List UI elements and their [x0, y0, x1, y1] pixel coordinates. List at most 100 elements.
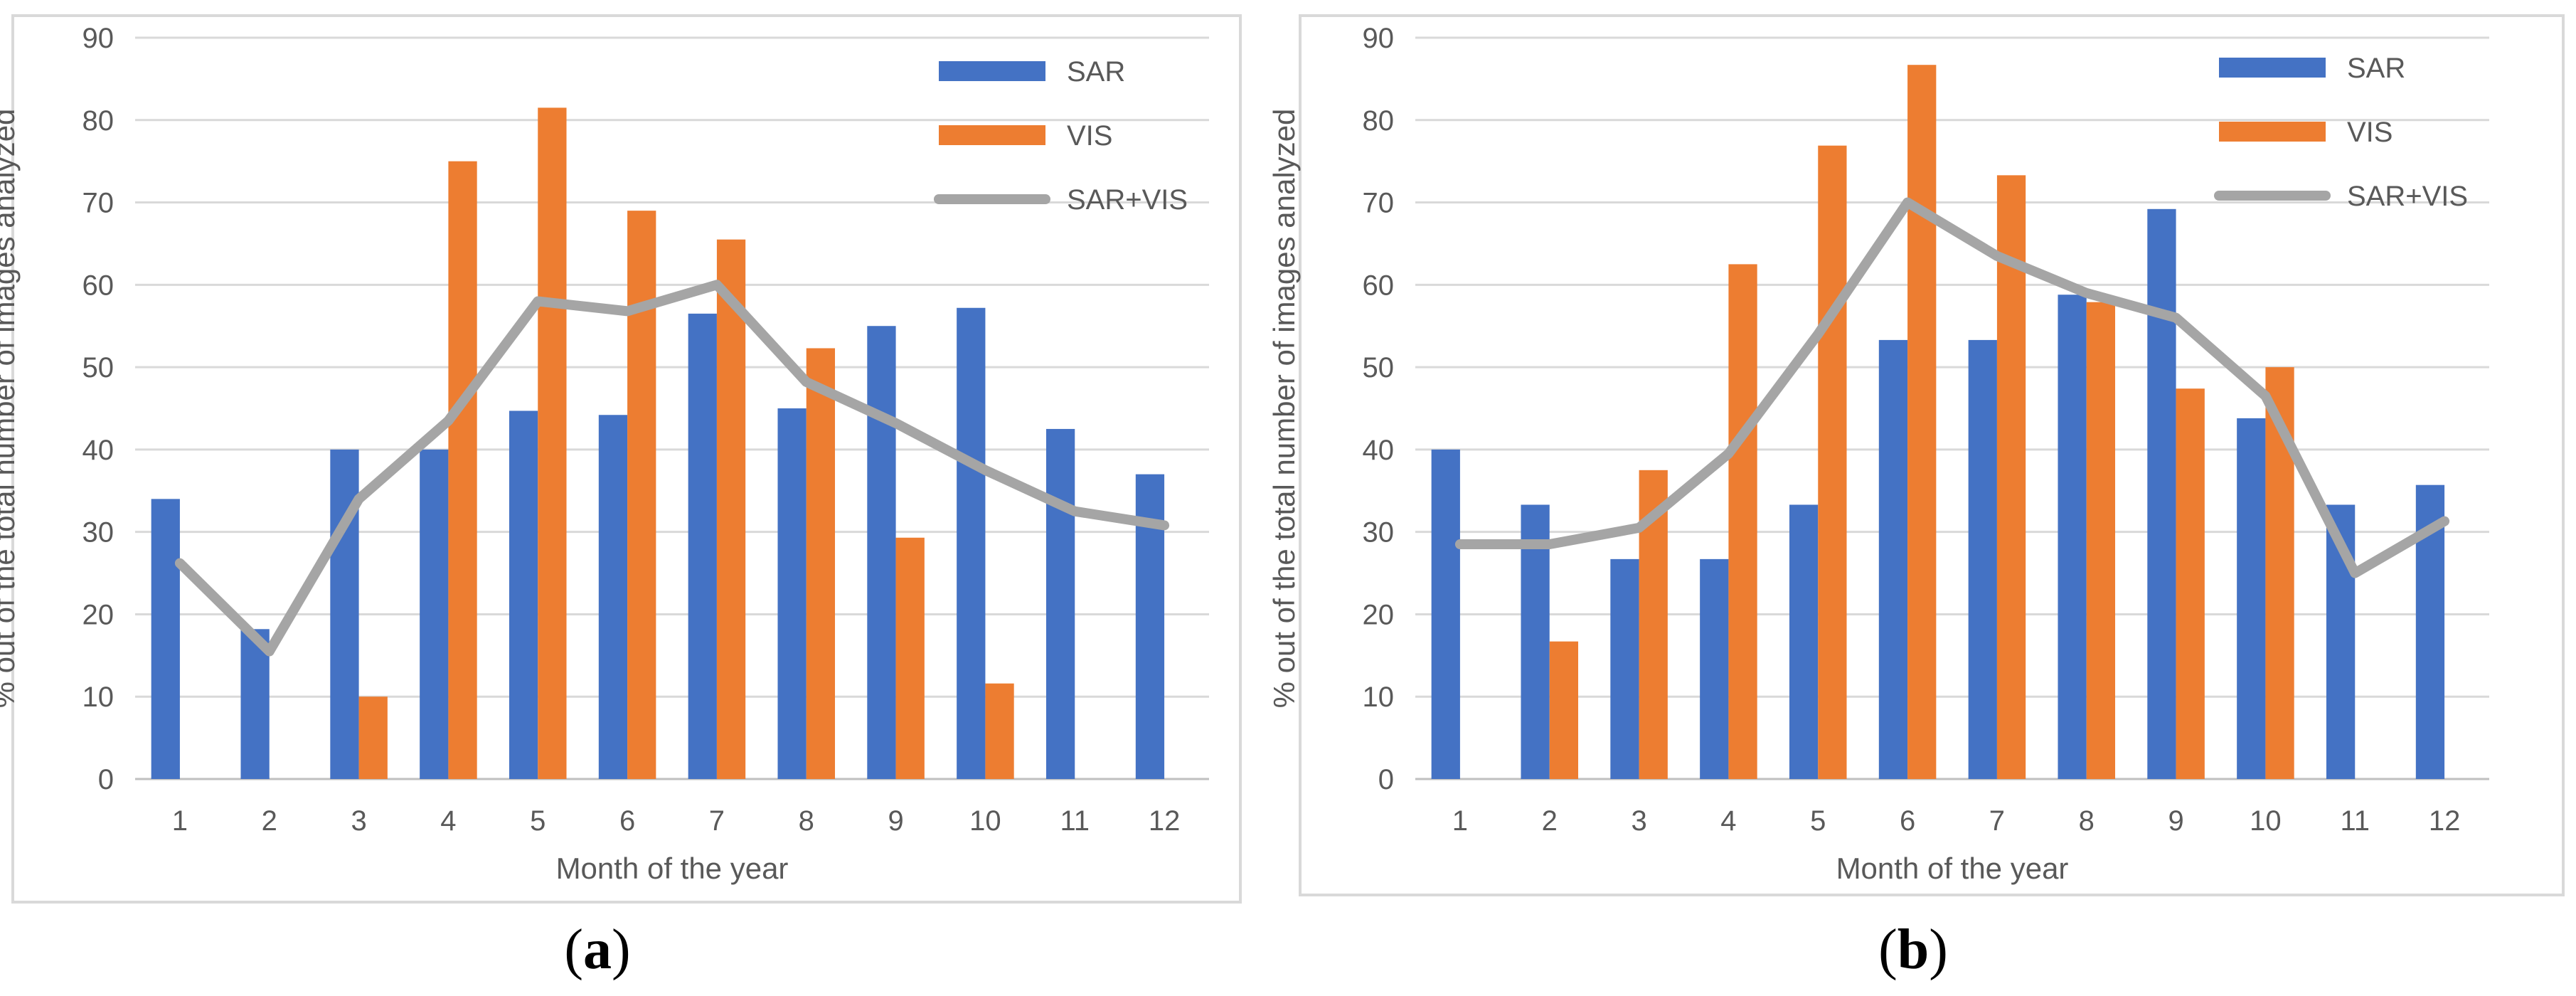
bar-sar: [1700, 558, 1729, 779]
caption-b-letter: b: [1897, 918, 1930, 981]
bar-vis: [1907, 65, 1937, 779]
bar-sar: [151, 499, 180, 779]
line-point: [358, 498, 360, 500]
bar-sar: [867, 326, 896, 779]
bar-sar: [509, 410, 538, 779]
line-point: [1638, 526, 1640, 529]
bar-sar: [1968, 339, 1997, 780]
bar-vis: [985, 683, 1014, 779]
x-tick-label: 9: [2168, 805, 2183, 837]
bar-sar: [1045, 428, 1075, 779]
line-point: [627, 310, 629, 312]
chart-panel-b: 0 10 20 30 40 50 60 70 80 90 1 2 3 4 5 6 7 8 9 10 11 12 Month …: [1267, 0, 2576, 996]
legend-label: VIS: [2347, 117, 2393, 148]
line-point: [1164, 524, 1166, 526]
y-tick-label: 80: [83, 105, 115, 137]
y-tick-label: 70: [83, 188, 115, 219]
y-tick-label: 10: [1363, 682, 1395, 713]
x-tick-label: 11: [2340, 805, 2370, 837]
x-tick-label: 10: [969, 805, 1001, 837]
bar-vis: [895, 537, 925, 779]
chart-panel-a: 0 10 20 30 40 50 60 70 80 90 1 2 3 4 5 6 7 8 9 10 11 12 Month …: [0, 0, 1280, 996]
y-tick-label: 30: [1363, 517, 1395, 549]
line-point: [179, 562, 181, 564]
bar-vis: [2176, 388, 2205, 779]
legend-label: SAR+VIS: [2347, 181, 2468, 212]
x-axis-title: Month of the year: [556, 852, 789, 885]
x-tick-label: 10: [2250, 805, 2282, 837]
bar-sar: [1610, 558, 1639, 779]
bar-sar: [2147, 208, 2176, 780]
x-tick-label: 6: [619, 805, 635, 837]
bar-vis: [1549, 641, 1579, 779]
line-point: [268, 650, 270, 652]
bar-sar: [777, 408, 807, 779]
x-tick-label: 12: [2429, 805, 2461, 837]
y-axis-title: % out of the total number of images anal…: [1267, 109, 1301, 709]
bar-vis: [1818, 145, 1847, 779]
line-point: [715, 284, 718, 286]
line-point: [2175, 317, 2177, 319]
y-tick-label: 90: [1363, 23, 1395, 54]
bar-vis: [358, 696, 388, 779]
caption-a-letter: a: [583, 918, 612, 981]
line-point: [2085, 292, 2087, 294]
bar-sar: [688, 313, 717, 779]
y-tick-label: 90: [83, 23, 115, 54]
line-point: [895, 422, 897, 424]
bar-vis: [1996, 175, 2026, 780]
legend-swatch-vis: [939, 125, 1045, 145]
y-tick-label: 60: [1363, 270, 1395, 301]
bar-vis: [716, 239, 746, 780]
legend-swatch-sar: [939, 61, 1045, 81]
line-point: [2354, 572, 2356, 574]
legend-label: VIS: [1067, 120, 1112, 152]
legend-swatch-vis: [2219, 122, 2326, 142]
line-point: [2264, 395, 2267, 397]
line-point: [447, 420, 449, 422]
bar-sar: [420, 449, 449, 779]
bar-sar: [1789, 504, 1819, 779]
y-tick-label: 50: [83, 352, 115, 383]
line-point: [1728, 452, 1730, 455]
y-tick-label: 0: [1378, 764, 1394, 795]
line-point: [1548, 544, 1550, 546]
y-tick-label: 80: [1363, 105, 1395, 137]
y-tick-label: 40: [83, 435, 115, 466]
y-tick-label: 40: [1363, 435, 1395, 466]
y-tick-label: 20: [1363, 599, 1395, 630]
x-tick-label: 1: [172, 805, 188, 837]
x-tick-label: 5: [530, 805, 545, 837]
bar-vis: [538, 107, 567, 779]
line-sar-vis: [174, 280, 1170, 657]
x-tick-label: 7: [709, 805, 725, 837]
x-tick-label: 3: [351, 805, 366, 837]
line-point: [2444, 520, 2446, 522]
caption-a: (a): [564, 918, 631, 981]
legend-label: SAR: [1067, 56, 1125, 88]
x-tick-label: 7: [1989, 805, 2005, 837]
x-tick-label: 2: [1542, 805, 1558, 837]
line-sar-vis: [1454, 197, 2450, 578]
bar-vis: [627, 211, 656, 780]
x-axis-title: Month of the year: [1836, 852, 2069, 885]
bar-vis: [1728, 264, 1757, 779]
bar-vis: [2086, 302, 2116, 779]
bar-sar: [1878, 339, 1908, 780]
y-tick-label: 50: [1363, 352, 1395, 383]
x-tick-label: 4: [440, 805, 456, 837]
bar-sar: [957, 307, 986, 779]
y-tick-label: 60: [83, 270, 115, 301]
line-point: [1996, 255, 1998, 257]
legend-label: SAR: [2347, 53, 2405, 84]
bar-sar: [1431, 449, 1460, 779]
line-point: [537, 300, 539, 302]
bar-sar: [240, 629, 270, 779]
y-tick-label: 0: [98, 764, 114, 795]
x-tick-label: 3: [1631, 805, 1646, 837]
legend-swatch-sar: [2219, 58, 2326, 78]
x-tick-label: 12: [1149, 805, 1181, 837]
caption-b: (b): [1878, 918, 1948, 981]
